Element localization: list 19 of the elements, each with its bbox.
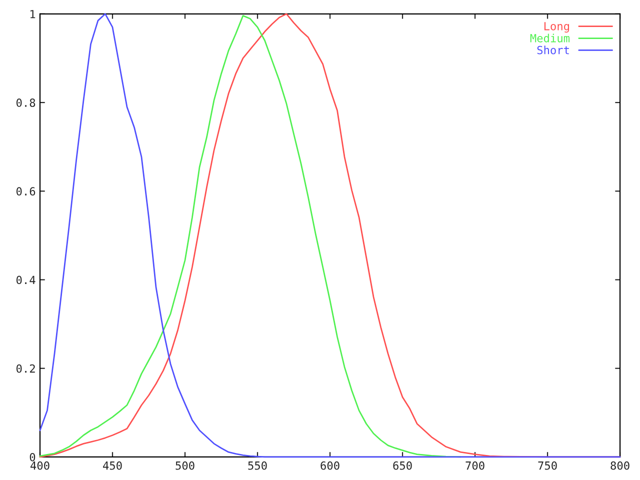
x-tick-label: 600 [320, 461, 340, 470]
x-tick-label: 800 [610, 461, 630, 470]
y-tick-label: 0.2 [16, 364, 35, 373]
legend-label: Medium [530, 34, 570, 42]
y-tick-label: 0.4 [16, 276, 36, 284]
legend-label: Long [544, 22, 569, 33]
x-tick-label: 450 [103, 461, 122, 470]
y-tick-label: 0.8 [16, 98, 36, 107]
x-tick-label: 750 [538, 461, 557, 470]
line-series [39, 13, 621, 458]
legend-label: Short [537, 46, 569, 54]
x-tick-label: 400 [30, 461, 50, 470]
y-tick-label: 1 [30, 10, 36, 18]
x-tick-label: 700 [466, 461, 484, 470]
x-tick-label: 550 [248, 461, 267, 470]
y-tick-label: 0.6 [16, 187, 36, 196]
x-tick-label: 500 [176, 461, 194, 470]
x-tick-label: 650 [393, 461, 412, 470]
y-tick-label: 0 [30, 452, 36, 462]
